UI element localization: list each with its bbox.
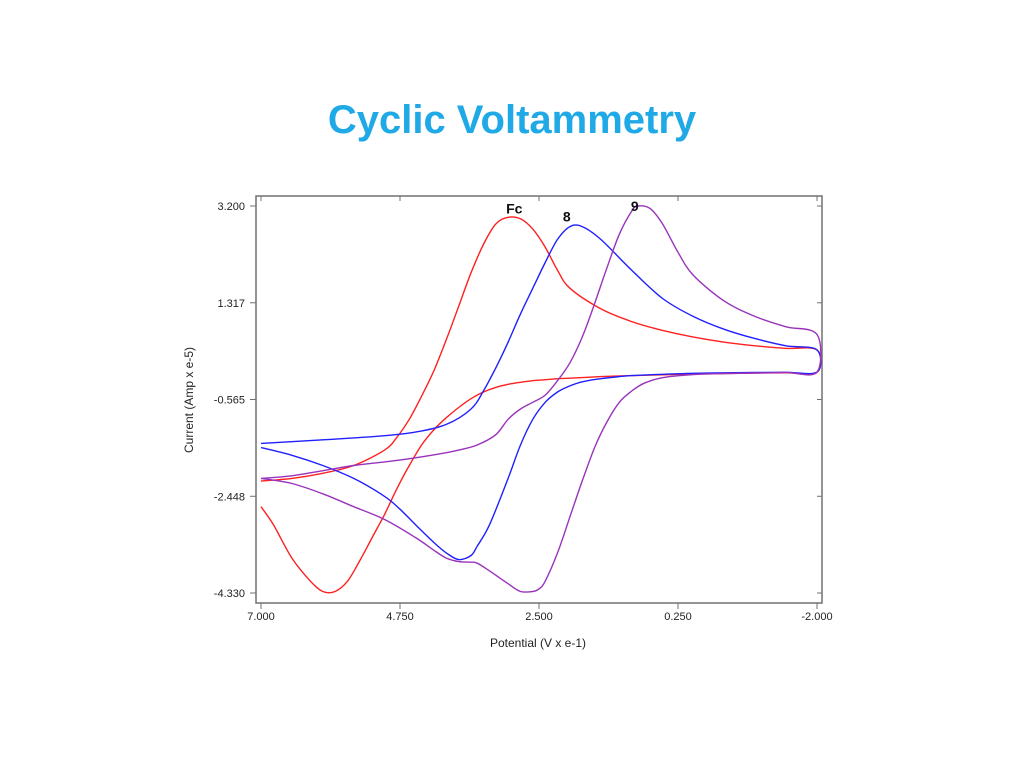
y-tick-label: -2.448 (214, 491, 245, 503)
peak-annotations: Fc 8 9 (506, 198, 639, 224)
series-line-red (260, 216, 822, 594)
series-line-purple (260, 205, 822, 593)
peak-label: Fc (506, 201, 523, 217)
peak-label: 9 (631, 198, 639, 214)
x-tick-label: 7.000 (247, 611, 275, 623)
y-tick-label: -4.330 (214, 588, 245, 600)
peak-label: 8 (563, 208, 571, 224)
y-tick-label: -0.565 (214, 395, 245, 407)
x-tick-label: -2.000 (801, 611, 832, 623)
series-line-blue (260, 224, 822, 561)
y-tick-label: 3.200 (217, 201, 245, 213)
slide-title: Cyclic Voltammetry (327, 98, 697, 142)
x-tick-label: 2.500 (525, 611, 553, 623)
x-tick-label: 0.250 (664, 611, 692, 623)
x-tick-label: 4.750 (386, 611, 414, 623)
y-axis: 3.200 1.317 -0.565 -2.448 -4.330 (214, 201, 822, 600)
cv-chart: 7.000 4.750 2.500 0.250 -2.000 3.200 1.317 -0.… (175, 180, 855, 670)
chart-svg: 7.000 4.750 2.500 0.250 -2.000 3.200 1.317 -0.… (182, 195, 833, 650)
x-axis: 7.000 4.750 2.500 0.250 -2.000 (247, 196, 833, 623)
series-lines (260, 205, 822, 594)
y-axis-label: Current (Amp x e-5) (182, 347, 196, 453)
y-tick-label: 1.317 (217, 298, 245, 310)
x-axis-label: Potential (V x e-1) (490, 636, 586, 650)
